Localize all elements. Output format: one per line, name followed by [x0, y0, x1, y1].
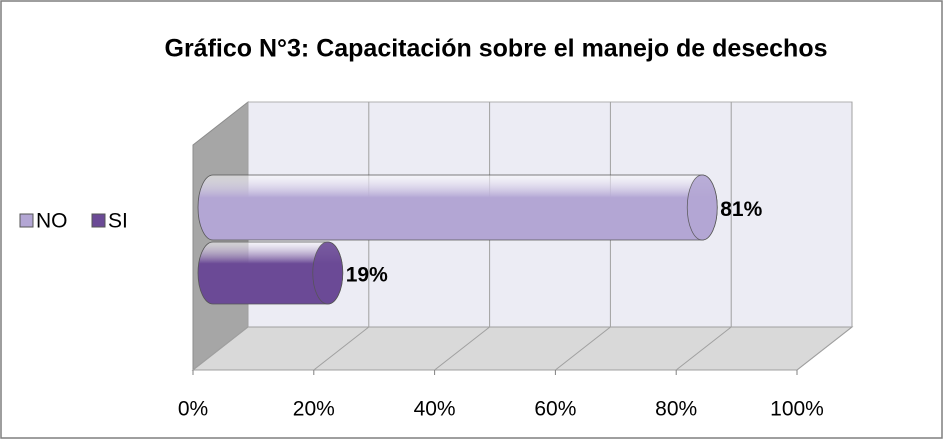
x-tick-label: 80% — [655, 398, 697, 421]
value-label: 81% — [720, 198, 762, 221]
legend-swatch — [91, 213, 106, 228]
legend-label: SI — [108, 210, 128, 233]
legend-label: NO — [36, 210, 68, 233]
floor-grid-line — [192, 326, 249, 371]
legend-swatch — [19, 213, 34, 228]
floor-grid-line — [555, 326, 611, 371]
x-tick-label: 60% — [534, 398, 576, 421]
x-tick-label: 100% — [770, 398, 824, 421]
floor-grid-line — [675, 326, 732, 371]
x-tick-label: 0% — [178, 398, 208, 421]
bar-cap — [312, 241, 344, 305]
floor-grid-line — [796, 326, 853, 371]
floor — [191, 326, 854, 371]
x-tick-label: 40% — [414, 398, 456, 421]
floor-grid-line — [434, 326, 490, 371]
floor-grid-line — [313, 326, 370, 371]
bar — [197, 174, 718, 241]
x-tick-label: 20% — [293, 398, 335, 421]
value-label: 19% — [346, 264, 388, 287]
bar-cap — [686, 174, 718, 241]
chart-title: Gráfico N°3: Capacitación sobre el manej… — [165, 35, 828, 63]
